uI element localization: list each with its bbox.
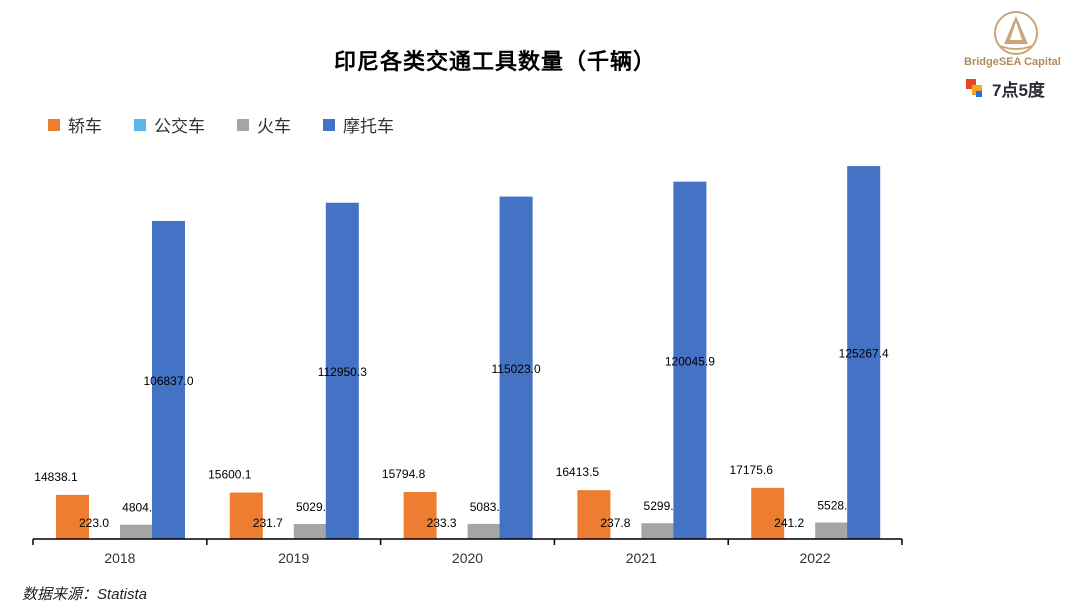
pixel-blocks-icon [966, 78, 982, 97]
data-label-motorcycle-2020: 115023.0 [492, 362, 541, 376]
data-label-car-2018: 14838.1 [34, 470, 78, 484]
legend: 轿车 公交车 火车 摩托车 [48, 112, 394, 137]
data-label-car-2022: 17175.6 [730, 463, 774, 477]
bridgesea-logo [962, 8, 1070, 103]
bar-train-2019 [293, 524, 327, 539]
bar-train-2021 [641, 523, 675, 539]
data-label-bus-2021: 237.8 [600, 516, 630, 530]
bar-car-2019 [229, 492, 263, 539]
bar-motorcycle-2018 [152, 220, 185, 539]
legend-label-train: 火车 [257, 117, 291, 136]
bar-car-2020 [403, 491, 437, 539]
data-label-train-2020: 5083.4 [470, 500, 507, 514]
partner-name: 7点5度 [992, 81, 1045, 100]
bar-car-2021 [577, 490, 611, 539]
data-label-car-2019: 15600.1 [208, 468, 252, 482]
data-label-motorcycle-2021: 120045.9 [665, 354, 715, 368]
data-label-train-2019: 5029.3 [296, 500, 333, 514]
legend-label-car: 轿车 [68, 117, 102, 136]
x-tick-label-2018: 2018 [104, 550, 135, 566]
data-label-train-2021: 5299.6 [644, 499, 681, 513]
legend-swatch-motorcycle [323, 118, 335, 131]
bar-car-2018 [56, 494, 89, 539]
x-tick-label-2021: 2021 [626, 550, 657, 566]
data-label-bus-2020: 233.3 [427, 516, 457, 530]
partner-logo: 7点5度 [966, 76, 1045, 101]
data-label-train-2022: 5528.7 [817, 499, 854, 513]
chart-title: 印尼各类交通工具数量（千辆） [333, 49, 656, 74]
x-tick-label-2020: 2020 [452, 550, 483, 566]
legend-item-train: 火车 [237, 112, 291, 137]
data-source: 数据来源：Statista [22, 586, 148, 603]
brand-name: BridgeSEA Capital [964, 56, 1061, 68]
legend-item-bus: 公交车 [134, 112, 205, 137]
data-label-car-2020: 15794.8 [382, 467, 426, 481]
bar-train-2018 [120, 524, 153, 539]
legend-swatch-car [48, 118, 60, 131]
legend-swatch-train [237, 118, 249, 131]
data-label-car-2021: 16413.5 [556, 465, 600, 479]
bar-train-2022 [815, 522, 849, 539]
legend-item-motorcycle: 摩托车 [323, 112, 394, 137]
sail-emblem-icon [994, 11, 1038, 55]
data-label-train-2018: 4804.2 [122, 501, 159, 515]
legend-label-bus: 公交车 [154, 117, 205, 136]
data-label-motorcycle-2022: 125267.4 [839, 347, 889, 361]
bar-motorcycle-2019 [325, 202, 359, 539]
bar-motorcycle-2020 [499, 196, 533, 539]
bar-train-2020 [467, 523, 501, 539]
data-label-motorcycle-2019: 112950.3 [318, 365, 367, 379]
data-label-bus-2019: 231.7 [253, 516, 283, 530]
data-label-motorcycle-2018: 106837.0 [143, 374, 193, 388]
x-tick-label-2019: 2019 [278, 550, 309, 566]
data-label-bus-2018: 223.0 [79, 516, 109, 530]
data-label-bus-2022: 241.2 [774, 516, 804, 530]
bar-car-2022 [751, 487, 785, 539]
legend-swatch-bus [134, 118, 146, 131]
legend-label-motorcycle: 摩托车 [343, 117, 394, 136]
x-tick-label-2022: 2022 [800, 550, 831, 566]
bar-motorcycle-2022 [847, 166, 881, 539]
bar-motorcycle-2021 [673, 181, 707, 540]
legend-item-car: 轿车 [48, 112, 102, 137]
